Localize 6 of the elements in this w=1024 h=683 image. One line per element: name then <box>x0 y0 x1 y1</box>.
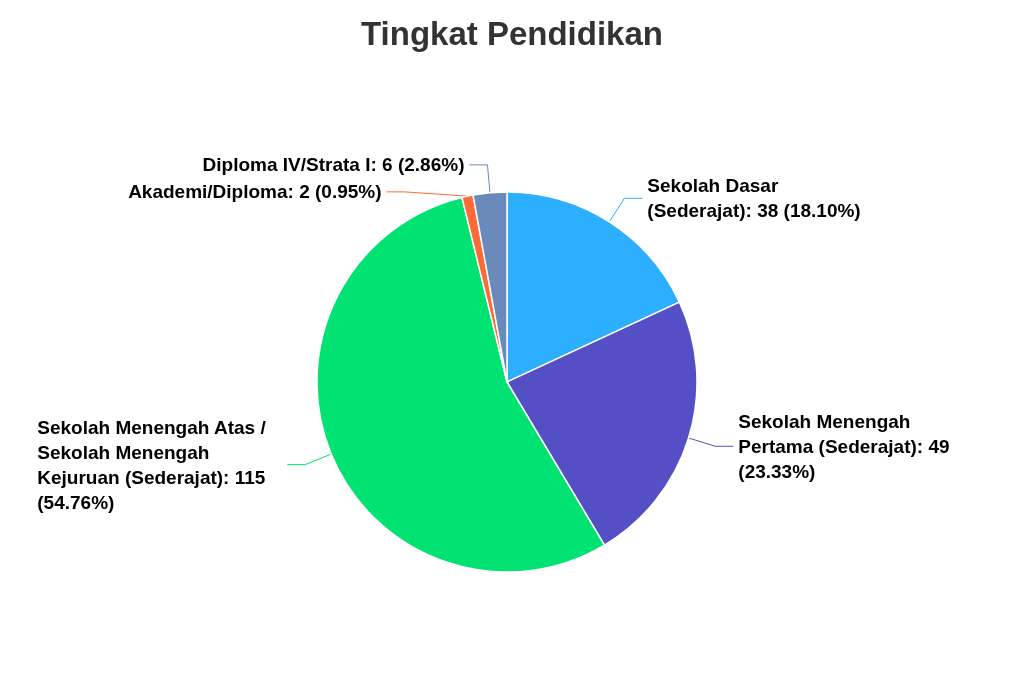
slice-label: Sekolah Menengah Pertama (Sederajat): 49 (23.33%) <box>738 410 955 482</box>
slice-label: Diploma IV/Strata I: 6 (2.86%) <box>202 154 465 176</box>
chart-title: Tingkat Pendidikan <box>361 15 663 52</box>
slice-label: Sekolah Menengah Atas / Sekolah Menengah Kejuruan (Sederajat): 115 (54.76%) <box>37 416 271 513</box>
slice-label: Akademi/Diploma: 2 (0.95%) <box>128 181 382 203</box>
slice-label: Sekolah Dasar (Sederajat): 38 (18.10%) <box>647 175 861 222</box>
